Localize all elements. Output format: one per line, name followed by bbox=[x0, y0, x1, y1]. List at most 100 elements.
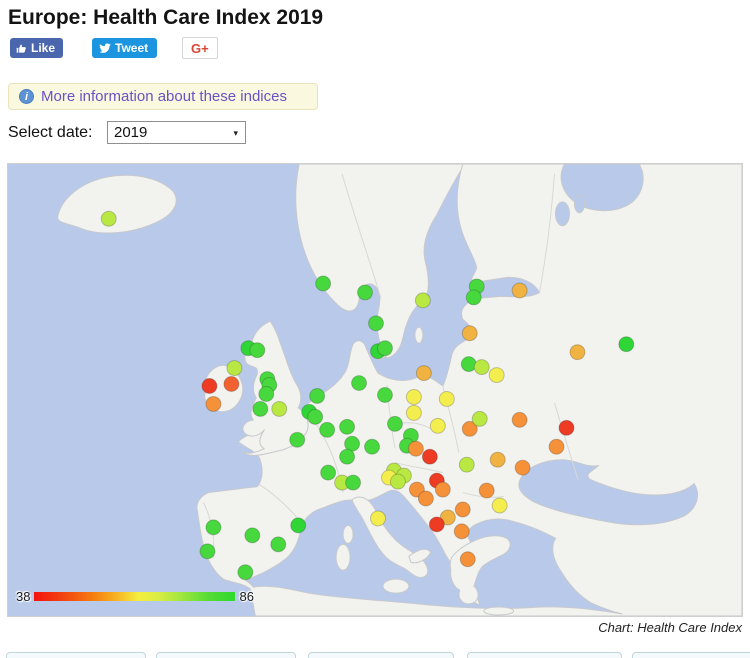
city-dot[interactable] bbox=[417, 490, 434, 507]
city-dot[interactable] bbox=[370, 510, 386, 527]
city-dot[interactable] bbox=[320, 464, 337, 481]
city-dot[interactable] bbox=[100, 210, 117, 227]
city-dot[interactable] bbox=[309, 388, 326, 404]
land-sicily bbox=[382, 578, 410, 594]
city-dot[interactable] bbox=[548, 438, 565, 455]
twitter-bird-icon bbox=[99, 42, 111, 54]
city-dot[interactable] bbox=[434, 481, 451, 498]
city-dot[interactable] bbox=[258, 386, 275, 402]
border-line bbox=[341, 173, 382, 299]
more-info-link[interactable]: More information about these indices bbox=[41, 88, 287, 105]
bottom-tab[interactable] bbox=[467, 652, 622, 658]
city-dot[interactable] bbox=[271, 400, 288, 417]
chart-attribution: Chart: Health Care Index bbox=[598, 620, 742, 635]
bottom-tab[interactable] bbox=[632, 652, 750, 658]
city-dot[interactable] bbox=[205, 519, 222, 536]
legend-min-label: 38 bbox=[16, 589, 31, 604]
more-info-banner[interactable]: i More information about these indices bbox=[8, 83, 318, 110]
city-dot[interactable] bbox=[558, 419, 575, 436]
google-plus-button[interactable]: G+ bbox=[182, 37, 218, 59]
city-dot[interactable] bbox=[237, 564, 254, 581]
city-dot[interactable] bbox=[376, 387, 393, 403]
lake-onega bbox=[573, 194, 585, 214]
city-dot[interactable] bbox=[491, 497, 508, 514]
city-dot[interactable] bbox=[514, 459, 531, 476]
bottom-tab[interactable] bbox=[308, 652, 454, 658]
city-dot[interactable] bbox=[489, 451, 506, 468]
border-line bbox=[394, 462, 443, 474]
tweet-label: Tweet bbox=[115, 41, 149, 55]
city-dot[interactable] bbox=[458, 456, 475, 473]
land-corsica bbox=[342, 524, 354, 544]
city-dot[interactable] bbox=[511, 411, 528, 428]
info-icon: i bbox=[19, 89, 34, 104]
border-line bbox=[554, 402, 579, 481]
land-italy-heel bbox=[408, 548, 432, 564]
city-dot[interactable] bbox=[454, 501, 471, 518]
city-dot[interactable] bbox=[386, 415, 403, 432]
city-dot[interactable] bbox=[414, 292, 431, 309]
city-dot[interactable] bbox=[339, 448, 356, 465]
legend-gradient-bar bbox=[34, 592, 236, 601]
city-dot[interactable] bbox=[407, 440, 424, 457]
city-dot[interactable] bbox=[270, 536, 287, 553]
city-dot[interactable] bbox=[290, 517, 307, 534]
city-dot[interactable] bbox=[465, 289, 482, 306]
land-gotland bbox=[414, 326, 424, 344]
thumbs-up-icon bbox=[16, 43, 27, 54]
city-dot[interactable] bbox=[315, 275, 332, 292]
chevron-down-icon: ▾ bbox=[233, 128, 238, 138]
sea-black-sea bbox=[518, 459, 699, 526]
city-dot[interactable] bbox=[205, 395, 222, 412]
city-dot[interactable] bbox=[307, 408, 324, 425]
city-dot[interactable] bbox=[199, 543, 216, 560]
lake-ladoga bbox=[555, 201, 570, 227]
land-sardinia bbox=[335, 543, 351, 571]
tweet-button[interactable]: Tweet bbox=[92, 38, 158, 58]
city-dot[interactable] bbox=[376, 340, 393, 357]
europe-map[interactable]: 38 86 bbox=[7, 163, 743, 617]
city-dot[interactable] bbox=[415, 365, 432, 382]
city-dot[interactable] bbox=[618, 336, 635, 353]
city-dot[interactable] bbox=[339, 418, 356, 435]
date-select[interactable]: 2019 ▾ bbox=[107, 121, 246, 144]
bottom-tab[interactable] bbox=[156, 652, 296, 658]
city-dot[interactable] bbox=[511, 282, 528, 299]
city-dot[interactable] bbox=[368, 315, 384, 332]
city-dot[interactable] bbox=[488, 367, 505, 384]
city-dot[interactable] bbox=[405, 389, 422, 405]
city-dot[interactable] bbox=[351, 375, 368, 391]
city-dot[interactable] bbox=[364, 438, 380, 455]
bottom-tab[interactable] bbox=[6, 652, 146, 658]
city-dot[interactable] bbox=[473, 359, 490, 376]
city-dot[interactable] bbox=[453, 523, 470, 540]
city-dot[interactable] bbox=[357, 284, 374, 301]
city-dot[interactable] bbox=[438, 390, 455, 407]
city-dot[interactable] bbox=[429, 417, 446, 434]
city-dot[interactable] bbox=[439, 509, 456, 526]
city-dot[interactable] bbox=[460, 356, 477, 373]
city-dot[interactable] bbox=[421, 448, 438, 465]
city-dot[interactable] bbox=[461, 420, 478, 437]
city-dot[interactable] bbox=[405, 404, 422, 421]
select-date-label: Select date: bbox=[8, 124, 93, 141]
city-dot[interactable] bbox=[289, 431, 306, 448]
city-dot[interactable] bbox=[249, 342, 266, 359]
city-dot[interactable] bbox=[569, 344, 586, 361]
city-dot[interactable] bbox=[461, 325, 478, 342]
city-dot[interactable] bbox=[223, 376, 240, 392]
city-dot[interactable] bbox=[389, 473, 406, 490]
city-dot[interactable] bbox=[345, 474, 362, 491]
city-dot[interactable] bbox=[428, 516, 445, 533]
city-dot[interactable] bbox=[319, 421, 336, 438]
city-dot[interactable] bbox=[244, 527, 261, 544]
city-dot[interactable] bbox=[252, 400, 269, 417]
date-select-value: 2019 bbox=[114, 124, 148, 141]
city-dot[interactable] bbox=[478, 482, 495, 499]
map-canvas[interactable] bbox=[8, 164, 742, 616]
city-dot[interactable] bbox=[471, 410, 488, 427]
facebook-like-button[interactable]: Like bbox=[10, 38, 64, 58]
city-dot[interactable] bbox=[459, 551, 476, 568]
city-dot[interactable] bbox=[201, 378, 218, 394]
city-dot[interactable] bbox=[226, 360, 243, 377]
